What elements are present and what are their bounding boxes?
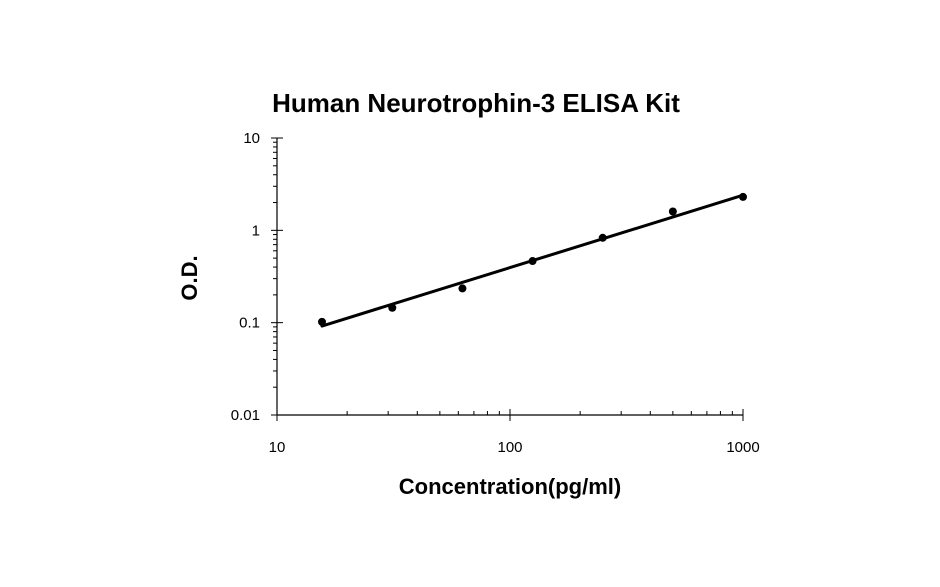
y-tick-label: 0.01	[231, 407, 260, 424]
y-tick-label: 0.1	[239, 315, 260, 332]
data-point	[388, 303, 397, 312]
plot-area: 0.01 0.1 1 10 10 100 1000	[231, 130, 760, 456]
y-tick-label: 10	[243, 130, 260, 147]
x-tick-label: 1000	[726, 439, 759, 456]
data-point	[317, 317, 326, 326]
x-tick-label: 100	[497, 439, 522, 456]
chart-title: Human Neurotrophin-3 ELISA Kit	[272, 88, 680, 118]
y-axis-label: O.D.	[177, 255, 202, 300]
data-point	[739, 192, 747, 201]
data-point	[598, 233, 607, 242]
data-point	[458, 284, 467, 293]
data-point	[668, 207, 677, 216]
x-tick-label: 10	[269, 439, 286, 456]
data-point	[528, 257, 537, 266]
x-axis-label: Concentration(pg/ml)	[399, 474, 621, 499]
y-tick-label: 1	[252, 222, 260, 239]
